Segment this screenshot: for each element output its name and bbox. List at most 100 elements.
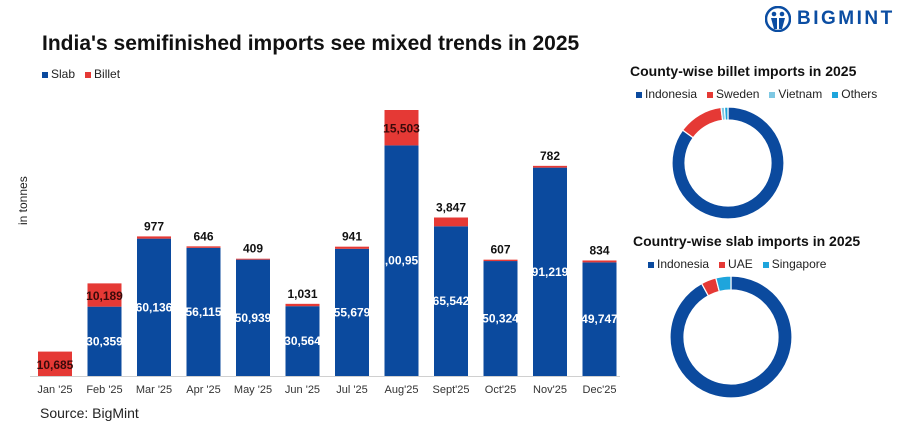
bar-chart: Jan '25 10,685 Feb '25 30,359 10,189 Mar '25 6… [30, 110, 620, 396]
x-tick-label: Sept'25 [433, 384, 470, 396]
billet-data-label: 15,503 [383, 122, 420, 136]
x-tick-label: Dec'25 [583, 384, 617, 396]
bar-slab-4 [236, 259, 270, 376]
bar-billet-5 [285, 303, 320, 307]
x-tick-label: Oct'25 [485, 384, 516, 396]
slab-data-label: 1,00,950 [378, 254, 425, 268]
brand-name: BIGMINT [797, 8, 895, 29]
legend-swatch [707, 91, 714, 98]
slab-data-label: 50,324 [482, 312, 519, 326]
legend-item-indonesia: Indonesia [648, 257, 709, 271]
billet-data-label: 409 [243, 242, 263, 256]
slab-data-label: 30,359 [86, 334, 123, 348]
pie-charts [669, 106, 793, 399]
billet-data-label: 10,685 [37, 358, 74, 372]
bar-billet-7 [384, 110, 419, 146]
bar-billet-4 [236, 258, 270, 260]
billet-data-label: 3,847 [436, 201, 466, 215]
legend-swatch [719, 261, 726, 268]
billet-data-label: 782 [540, 149, 560, 163]
bar-billet-9 [483, 259, 518, 262]
x-tick-label: Mar '25 [136, 384, 172, 396]
bar-legend: Slab Billet [42, 67, 120, 81]
legend-label: Indonesia [645, 87, 698, 101]
slab-pie-title: Country-wise slab imports in 2025 [633, 233, 861, 249]
legend-swatch [648, 261, 654, 268]
legend-label: Others [841, 87, 878, 101]
legend-item-others: Others [832, 87, 877, 101]
chart-title: India's semifinished imports see mixed t… [42, 32, 580, 55]
slab-data-label: 50,939 [235, 311, 272, 325]
legend-item-uae: UAE [719, 257, 753, 271]
legend-item-vietnam: Vietnam [769, 87, 822, 101]
x-tick-label: Apr '25 [186, 384, 221, 396]
slab-data-label: 65,542 [433, 294, 470, 308]
billet-pie-title: County-wise billet imports in 2025 [630, 63, 857, 79]
legend-item-billet: Billet [85, 67, 120, 81]
legend-item-slab: Slab [42, 67, 75, 81]
legend-swatch [762, 261, 769, 268]
bar-slab-3 [186, 247, 221, 376]
legend-swatch-slab [42, 71, 48, 78]
bar-billet-11 [582, 260, 617, 263]
legend-label: Singapore [771, 257, 827, 271]
legend-swatch [636, 91, 642, 98]
x-tick-label: May '25 [234, 384, 272, 396]
billet-data-label: 977 [144, 219, 164, 233]
bar-billet-6 [335, 246, 369, 249]
legend-swatch [769, 91, 776, 98]
slab-pie-legend: Indonesia UAE Singapore [648, 257, 826, 271]
billet-data-label: 941 [342, 230, 362, 244]
billet-data-label: 10,189 [86, 289, 123, 303]
donut-slice-singapore [715, 275, 732, 293]
bar-billet-3 [186, 246, 221, 248]
bar-billet-2 [137, 236, 171, 239]
billet-pie-legend: Indonesia Sweden Vietnam Others [636, 87, 877, 101]
legend-swatch [832, 91, 839, 98]
legend-label-slab: Slab [51, 67, 76, 81]
x-tick-label: Jan '25 [37, 384, 72, 396]
billet-data-label: 646 [193, 229, 213, 243]
legend-swatch-billet [85, 71, 92, 78]
legend-item-indonesia: Indonesia [636, 87, 697, 101]
legend-label: Vietnam [778, 87, 823, 101]
legend-label-billet: Billet [94, 67, 121, 81]
legend-item-singapore: Singapore [762, 257, 827, 271]
bar-slab-8 [434, 226, 468, 376]
donut-slice-sweden [681, 106, 724, 139]
billet-data-label: 1,031 [287, 287, 317, 301]
billet-data-label: 607 [490, 243, 510, 257]
billet-data-label: 834 [589, 243, 609, 257]
donut-slice-indonesia [671, 106, 785, 220]
legend-label: UAE [728, 257, 753, 271]
bar-billet-1 [87, 283, 122, 307]
bar-billet-10 [533, 165, 567, 168]
bar-slab-1 [87, 306, 122, 376]
x-tick-label: Jun '25 [285, 384, 320, 396]
slab-data-label: 56,115 [185, 305, 221, 319]
legend-label: Indonesia [657, 257, 710, 271]
bar-slab-2 [137, 238, 171, 376]
bigmint-logo: BIGMINT [765, 6, 895, 32]
bar-slab-5 [285, 306, 320, 376]
bar-slab-11 [582, 262, 617, 376]
x-tick-label: Jul '25 [336, 384, 367, 396]
legend-label: Sweden [716, 87, 760, 101]
x-tick-label: Aug'25 [385, 384, 419, 396]
bar-slab-10 [533, 167, 567, 376]
bar-billet-8 [434, 217, 468, 227]
bar-slab-9 [483, 261, 518, 376]
bar-slab-6 [335, 248, 369, 376]
legend-item-sweden: Sweden [707, 87, 759, 101]
bigmint-logo-icon [765, 6, 791, 32]
slab-data-label: 60,136 [136, 300, 173, 314]
x-tick-label: Feb '25 [86, 384, 122, 396]
donut-slice-indonesia [669, 275, 793, 399]
slab-data-label: 49,747 [581, 312, 618, 326]
slab-data-label: 55,679 [334, 305, 371, 319]
slab-data-label: 30,564 [284, 334, 321, 348]
x-tick-label: Nov'25 [533, 384, 567, 396]
bar-billet-0 [38, 351, 72, 376]
slab-data-label: 91,219 [532, 265, 569, 279]
